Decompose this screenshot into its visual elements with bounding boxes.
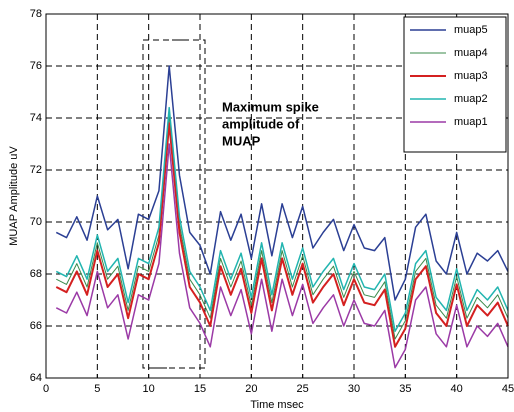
y-axis-label: MUAP Amplitude uV — [8, 146, 20, 246]
y-tick-label: 72 — [30, 164, 42, 176]
series-line — [56, 114, 509, 340]
legend-label: muap1 — [454, 116, 488, 128]
legend-label: muap2 — [454, 93, 488, 105]
y-tick-label: 64 — [30, 372, 42, 384]
legend-box — [403, 16, 507, 153]
annotation: Maximum spike amplitude of MUAP — [222, 99, 319, 148]
y-tick-label: 68 — [30, 268, 42, 280]
legend-label: muap3 — [454, 70, 488, 82]
legend: muap5 muap4 muap3 muap2 muap1 — [403, 16, 507, 153]
annotation-text: Maximum spike — [222, 99, 319, 114]
x-axis-label: Time msec — [250, 399, 304, 411]
series-line — [55, 143, 509, 369]
lines — [55, 65, 509, 369]
x-tick-label: 35 — [399, 383, 411, 395]
y-tick-label: 74 — [30, 112, 42, 124]
annotation-text: amplitude of — [222, 116, 300, 131]
legend-label: muap4 — [454, 47, 488, 59]
series-line — [55, 65, 509, 301]
series-line — [55, 122, 509, 348]
annotation-text: MUAP — [222, 133, 261, 148]
x-tick-label: 10 — [143, 383, 155, 395]
x-tick-label: 45 — [502, 383, 514, 395]
x-tick-label: 0 — [43, 383, 49, 395]
spike-box — [142, 39, 206, 369]
x-tick-label: 20 — [245, 383, 257, 395]
y-tick-label: 76 — [30, 60, 42, 72]
y-tick-label: 78 — [30, 8, 42, 20]
x-tick-label: 5 — [94, 383, 100, 395]
axes: 64 66 68 70 72 74 76 78 0 5 10 15 20 25 30 35 40 45 Time m… — [8, 8, 514, 411]
x-tick-label: 40 — [451, 383, 463, 395]
y-tick-label: 70 — [30, 216, 42, 228]
series-line — [55, 106, 509, 332]
x-tick-label: 25 — [297, 383, 309, 395]
x-tick-label: 15 — [194, 383, 206, 395]
y-tick-label: 66 — [30, 320, 42, 332]
plot-frame — [45, 13, 509, 379]
legend-label: muap5 — [454, 24, 488, 36]
x-tick-label: 30 — [348, 383, 360, 395]
